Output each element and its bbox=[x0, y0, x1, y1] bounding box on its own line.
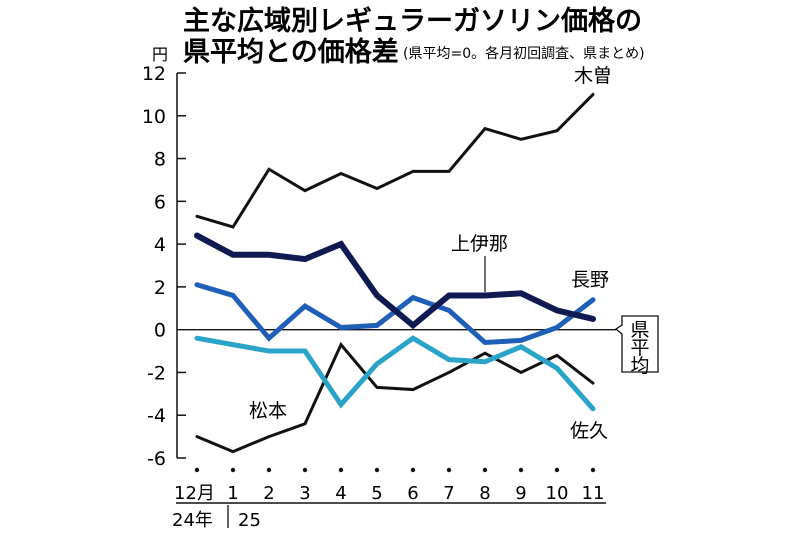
baseline-label-char: 県 bbox=[630, 319, 649, 341]
y-tick-label: 10 bbox=[142, 106, 166, 128]
x-tick-dot bbox=[518, 467, 524, 473]
year-label-2024: 24年 bbox=[172, 510, 213, 531]
x-tick-label: 9 bbox=[515, 483, 526, 504]
baseline-label-box bbox=[614, 315, 659, 373]
x-tick-dot bbox=[194, 467, 200, 473]
y-tick-label: 0 bbox=[154, 320, 166, 342]
chart-title-line2: 県平均との価格差 bbox=[183, 36, 399, 68]
y-tick-label: 2 bbox=[154, 277, 166, 299]
x-tick-label: 12月 bbox=[174, 483, 215, 504]
x-tick-dot bbox=[266, 467, 272, 473]
x-tick-dot bbox=[338, 467, 344, 473]
series-label-3: 佐久 bbox=[570, 420, 608, 442]
series-line-0 bbox=[195, 92, 595, 229]
baseline-label-char: 平 bbox=[630, 337, 649, 359]
series-lines bbox=[194, 92, 596, 454]
y-axis: 12 10 8 6 4 2 0 -2 -4 -6 bbox=[142, 63, 616, 470]
y-axis-unit: 円 bbox=[152, 45, 168, 64]
series-line-4 bbox=[195, 341, 595, 454]
x-tick-label: 3 bbox=[299, 483, 310, 504]
x-tick-dot bbox=[590, 467, 596, 473]
x-tick-dot bbox=[554, 467, 560, 473]
series-label-0: 木曽 bbox=[574, 65, 612, 87]
x-tick-label: 4 bbox=[335, 483, 346, 504]
x-tick-label: 6 bbox=[407, 483, 418, 504]
chart-subtitle: (県平均=0。各月初回調査、県まとめ) bbox=[403, 45, 645, 62]
series-label-2: 長野 bbox=[571, 269, 609, 291]
x-tick-label: 1 bbox=[227, 483, 238, 504]
series-line-3 bbox=[194, 335, 596, 412]
x-tick-label: 2 bbox=[263, 483, 274, 504]
x-tick-dot bbox=[374, 467, 380, 473]
x-tick-label: 7 bbox=[443, 483, 454, 504]
year-label-2025: 25 bbox=[238, 510, 261, 531]
x-tick-label: 8 bbox=[479, 483, 490, 504]
x-axis: 12月 1 2 3 4 5 6 7 8 9 10 11 24年 25 bbox=[172, 467, 606, 531]
x-tick-dot bbox=[482, 467, 488, 473]
y-tick-label: 8 bbox=[154, 149, 166, 171]
x-tick-dot bbox=[302, 467, 308, 473]
series-label-4: 松本 bbox=[249, 400, 287, 422]
baseline-legend: 県平均 bbox=[614, 315, 659, 377]
x-tick-dot bbox=[446, 467, 452, 473]
baseline-label-char: 均 bbox=[630, 355, 649, 377]
x-tick-dot bbox=[230, 467, 236, 473]
x-tick-label: 10 bbox=[546, 483, 569, 504]
chart-title-line1: 主な広域別レギュラーガソリン価格の bbox=[183, 5, 642, 37]
y-tick-label: -6 bbox=[147, 448, 166, 470]
y-tick-label: 12 bbox=[142, 63, 166, 85]
y-tick-label: -4 bbox=[147, 405, 166, 427]
y-tick-label: 4 bbox=[154, 234, 166, 256]
series-line-1 bbox=[194, 232, 596, 330]
x-tick-label: 5 bbox=[371, 483, 382, 504]
x-tick-label: 11 bbox=[582, 483, 605, 504]
y-tick-label: 6 bbox=[154, 191, 166, 213]
x-tick-dot bbox=[410, 467, 416, 473]
y-tick-label: -2 bbox=[147, 362, 166, 384]
series-label-1: 上伊那 bbox=[451, 233, 508, 255]
